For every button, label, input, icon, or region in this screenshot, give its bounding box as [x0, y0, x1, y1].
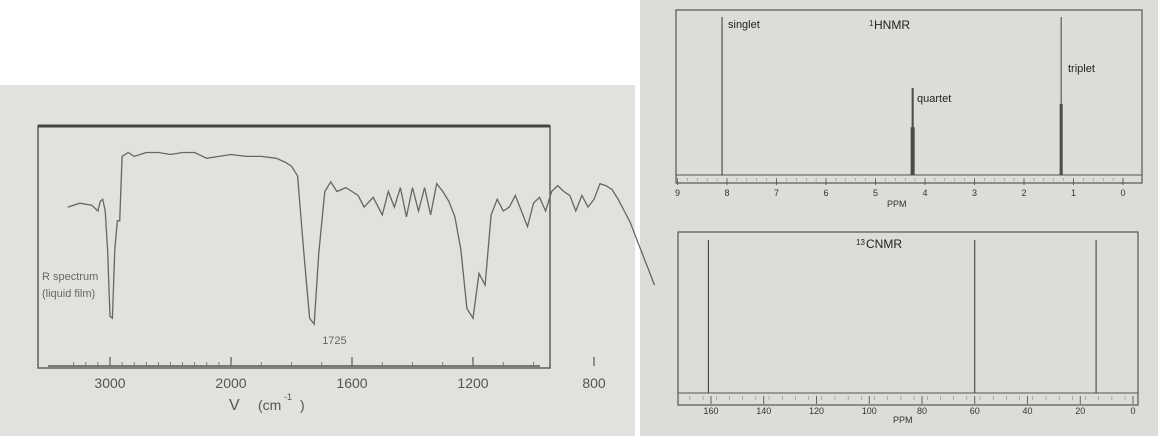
ir-chart: 3000 2000 1600 1200 800 R spectrum (liquid f… [37, 124, 656, 414]
ir-series-line [67, 151, 656, 326]
cnmr-peaks [707, 240, 1097, 393]
ir-x-tick-label-3000: 3000 [94, 375, 125, 391]
hnmr-peaks [721, 17, 1063, 175]
ir-x-tick-label-1200: 1200 [457, 375, 488, 391]
ir-peak-annotation: 1725 [322, 335, 346, 347]
hnmr-x-ticks: 9 8 7 6 5 4 3 2 1 0 [675, 178, 1126, 198]
hnmr-peak-label-quartet: quartet [917, 93, 951, 105]
ir-xlabel-close: ) [300, 397, 305, 413]
cnmr-title-superscript: 13 [856, 238, 865, 247]
hnmr-xlabel: PPM [887, 199, 907, 209]
ir-title: R spectrum [42, 271, 98, 283]
cnmr-x-tick-label-60: 60 [970, 406, 980, 416]
hnmr-peak-label-triplet: triplet [1068, 63, 1095, 75]
hnmr-title: HNMR [874, 18, 910, 32]
cnmr-x-tick-label-40: 40 [1022, 406, 1032, 416]
hnmr-x-tick-label-4: 4 [922, 188, 927, 198]
cnmr-x-tick-label-140: 140 [756, 406, 771, 416]
cnmr-xlabel: PPM [893, 415, 913, 425]
cnmr-x-tick-label-120: 120 [809, 406, 824, 416]
cnmr-chart: 160 140 120 100 80 60 40 20 0 13 CNMR PPM [677, 231, 1139, 425]
ir-x-ticks: 3000 2000 1600 1200 800 [48, 357, 606, 391]
cnmr-x-tick-label-0: 0 [1130, 406, 1135, 416]
hnmr-x-tick-label-5: 5 [873, 188, 878, 198]
ir-xlabel-exponent: -1 [284, 392, 292, 402]
hnmr-x-tick-label-6: 6 [823, 188, 828, 198]
ir-x-tick-label-1600: 1600 [336, 375, 367, 391]
cnmr-title: CNMR [866, 237, 902, 251]
cnmr-x-tick-label-160: 160 [703, 406, 718, 416]
cnmr-x-tick-label-20: 20 [1075, 406, 1085, 416]
ir-xlabel-symbol: V [229, 397, 240, 414]
ir-x-tick-label-800: 800 [582, 375, 606, 391]
cnmr-x-ticks: 160 140 120 100 80 60 40 20 0 [689, 396, 1136, 416]
hnmr-chart: 9 8 7 6 5 4 3 2 1 0 1 HNMR PPM singlet quartet tr… [675, 9, 1143, 209]
hnmr-x-tick-label-3: 3 [972, 188, 977, 198]
hnmr-x-tick-label-1: 1 [1071, 188, 1076, 198]
ir-subtitle: (liquid film) [42, 288, 95, 300]
cnmr-x-tick-label-80: 80 [917, 406, 927, 416]
hnmr-x-tick-label-2: 2 [1021, 188, 1026, 198]
hnmr-title-superscript: 1 [869, 19, 874, 28]
hnmr-x-tick-label-0: 0 [1120, 188, 1125, 198]
hnmr-x-tick-label-7: 7 [774, 188, 779, 198]
hnmr-x-tick-label-8: 8 [724, 188, 729, 198]
hnmr-plot-frame [675, 9, 1143, 184]
ir-spectrum-photo [0, 85, 635, 436]
cnmr-plot-frame [677, 231, 1139, 406]
ir-xlabel-unit: (cm [258, 397, 281, 413]
hnmr-peak-label-singlet: singlet [728, 19, 760, 31]
hnmr-x-tick-label-9: 9 [675, 188, 680, 198]
nmr-spectra-photo [640, 0, 1158, 436]
ir-x-tick-label-2000: 2000 [215, 375, 246, 391]
cnmr-x-tick-label-100: 100 [862, 406, 877, 416]
